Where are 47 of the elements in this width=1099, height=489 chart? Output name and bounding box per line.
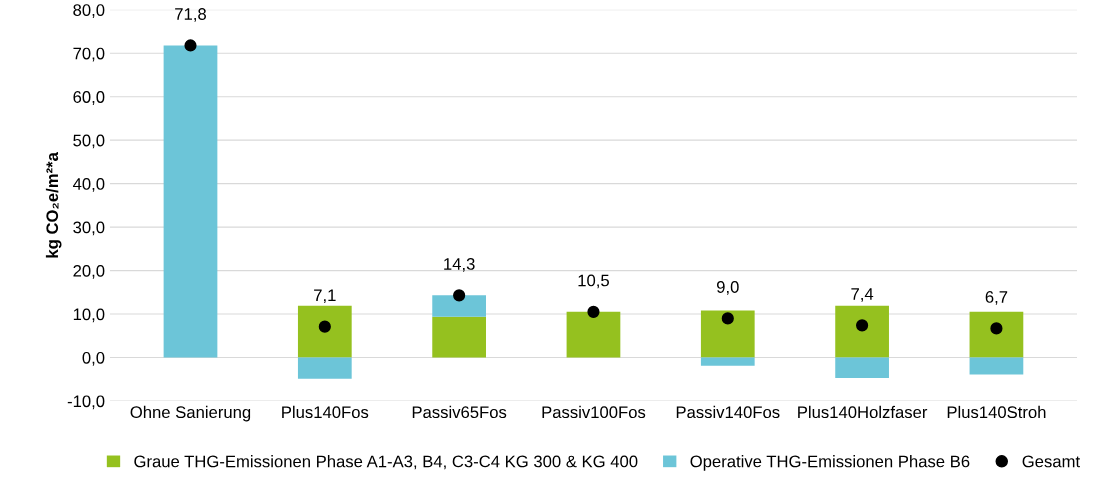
data-label: 7,1 [314,289,336,304]
x-tick-label: Ohne Sanierung [130,405,251,422]
bar [163,45,218,358]
data-label: 6,7 [985,291,1008,305]
point [318,320,331,333]
point [453,289,466,302]
x-tick-label: Plus140Holzfaser [798,405,928,419]
bar [432,316,486,358]
bar [969,311,1024,358]
bar [297,305,352,358]
bar [835,305,889,358]
data-label: 71,8 [175,8,206,22]
x-tick-label: Passiv140Fos [676,405,780,419]
x-tick-label: Passiv100Fos [542,405,646,419]
data-label: 9,0 [716,281,739,295]
bar [835,357,889,378]
bar [566,311,621,358]
data-label: 14,3 [444,258,475,272]
y-tick-label: 0,0 [82,351,105,366]
legend-label: Operative THG-Emissionen Phase B6 [690,455,970,471]
bar [432,295,486,317]
x-tick-label: Plus140Stroh [947,405,1046,419]
data-label: 10,5 [578,274,609,289]
bar [700,357,755,366]
y-tick-label: 50,0 [73,134,105,149]
y-tick-label: 30,0 [73,221,105,236]
point [721,312,734,325]
y-tick-label: 40,0 [72,178,105,192]
point [184,39,197,52]
legend-label: Gesamt [1022,455,1080,468]
bar [700,310,755,358]
x-tick-label: Plus140Fos [282,405,369,419]
bar [969,357,1024,375]
point [587,305,600,318]
bar [297,357,352,379]
y-tick-label: -10,0 [67,395,105,410]
y-tick-label: 20,0 [73,264,105,279]
y-tick-label: 60,0 [73,91,105,105]
data-label: 7,4 [851,288,874,302]
point [990,322,1003,335]
y-axis-title: kg CO₂e/m²*a [45,152,62,258]
y-tick-label: 70,0 [73,47,105,62]
point [856,319,869,332]
y-tick-label: 10,0 [73,308,105,323]
legend-label: Graue THG-Emissionen Phase A1-A3, B4, C3-C4 KG 300 & KG 400 [134,455,638,470]
y-tick-label: 80,0 [73,4,105,18]
x-tick-label: Passiv65Fos [412,405,507,419]
